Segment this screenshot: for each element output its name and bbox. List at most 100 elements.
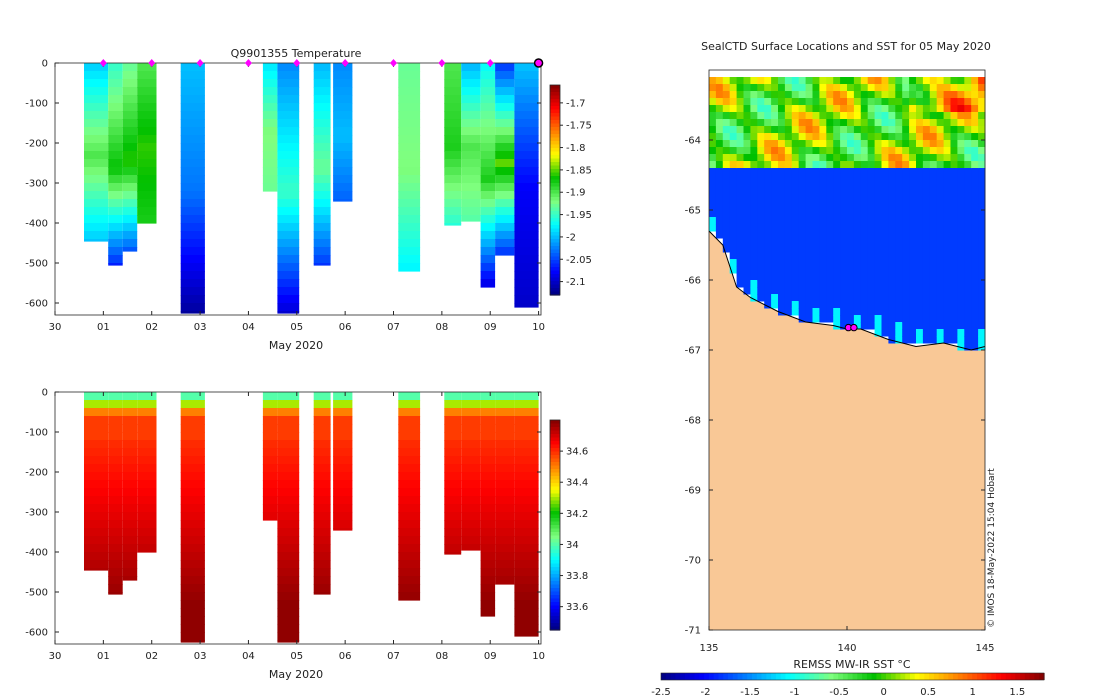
sst-cell	[847, 308, 855, 316]
sst-cell	[771, 147, 779, 155]
sst-cell	[709, 147, 717, 155]
sst-colorbar-tick-label: 0.5	[920, 687, 936, 698]
sst-cell	[971, 315, 979, 323]
sst-cell	[874, 196, 882, 204]
profile-14-cell	[514, 488, 539, 497]
profile-9-cell	[398, 159, 421, 168]
sst-cell	[805, 126, 813, 134]
sst-cell	[847, 140, 855, 148]
profile-7-cell	[313, 87, 331, 96]
sst-cell	[909, 175, 917, 183]
sst-cell	[847, 91, 855, 99]
sst-cell	[950, 287, 958, 295]
sst-cell	[847, 266, 855, 274]
sst-cell	[957, 245, 965, 253]
sst-cell	[950, 203, 958, 211]
sst-cell	[881, 245, 889, 253]
sst-cell	[729, 182, 738, 190]
profile-11-cell	[461, 448, 481, 457]
sst-cell	[909, 273, 917, 281]
sst-cell	[771, 91, 779, 99]
profile-11-cell	[461, 167, 481, 176]
sst-cell	[978, 336, 986, 344]
sst-cell	[902, 98, 910, 106]
sst-cell	[771, 168, 779, 176]
sst-cell	[840, 301, 848, 309]
profile-0-cell	[84, 544, 109, 553]
sst-cell	[736, 252, 744, 260]
sst-cell	[943, 133, 951, 141]
profile-13-cell	[495, 576, 515, 585]
sst-colorbar-swatch	[737, 673, 743, 680]
sst-cell	[819, 189, 827, 197]
profile-14-cell	[514, 408, 539, 417]
sst-cell	[916, 259, 924, 267]
sst-cell	[833, 112, 841, 120]
profile-2-cell	[122, 544, 138, 553]
sst-cell	[812, 119, 820, 127]
sst-cell	[881, 217, 889, 225]
sst-cell	[771, 105, 779, 113]
sst-cell	[964, 322, 972, 330]
sst-cell	[971, 343, 979, 351]
profile-13-cell	[495, 488, 515, 497]
sst-cell	[715, 147, 724, 155]
sst-cell	[867, 175, 876, 183]
sst-cell	[729, 140, 738, 148]
profile-1-cell	[108, 592, 123, 595]
sst-cell	[853, 84, 862, 92]
profile-13-cell	[495, 111, 515, 120]
sst-cell	[812, 84, 820, 92]
sst-colorbar-swatch	[977, 673, 983, 680]
profile-0-cell	[84, 215, 109, 224]
profile-2-cell	[122, 392, 138, 401]
sst-cell	[943, 77, 951, 85]
sst-cell	[950, 133, 958, 141]
sst-cell	[791, 287, 800, 295]
profile-3-cell	[137, 175, 157, 184]
sst-cell	[867, 98, 876, 106]
profile-4-cell	[180, 496, 205, 505]
sst-colorbar-swatch	[857, 673, 863, 680]
profile-8-cell	[333, 183, 353, 192]
profile-6-cell	[277, 416, 300, 425]
sst-cell	[874, 294, 882, 302]
sst-cell	[826, 133, 834, 141]
sst-cell	[791, 168, 800, 176]
sst-cell	[916, 175, 924, 183]
profile-11-cell	[461, 544, 481, 551]
profile-9-cell	[398, 151, 421, 160]
sst-cell	[840, 231, 848, 239]
sst-cell	[847, 238, 855, 246]
sst-cell	[840, 217, 848, 225]
sst-cell	[847, 119, 855, 127]
profile-12-cell	[480, 400, 496, 409]
colorbar-swatch	[550, 162, 560, 167]
profile-12-cell	[480, 191, 496, 200]
sst-cell	[902, 329, 910, 337]
sst-cell	[909, 147, 917, 155]
profile-12-cell	[480, 247, 496, 256]
sst-cell	[853, 203, 862, 211]
profile-0-cell	[84, 183, 109, 192]
sst-cell	[812, 182, 820, 190]
sst-cell	[771, 140, 779, 148]
profile-14-cell	[514, 119, 539, 128]
sst-cell	[971, 182, 979, 190]
profile-6-cell	[277, 271, 300, 280]
sst-cell	[805, 231, 813, 239]
profile-7-cell	[313, 584, 331, 593]
sst-cell	[950, 147, 958, 155]
profile-2-cell	[122, 175, 138, 184]
sst-cell	[833, 126, 841, 134]
sst-cell	[922, 196, 931, 204]
sst-cell	[881, 140, 889, 148]
sst-cell	[881, 273, 889, 281]
sst-cell	[729, 91, 738, 99]
sst-cell	[757, 294, 765, 302]
seal-position-marker	[850, 323, 858, 332]
profile-0-cell	[84, 223, 109, 232]
sst-cell	[881, 315, 889, 323]
profile-3-cell	[137, 183, 157, 192]
x-tick-label: 08	[435, 322, 448, 333]
